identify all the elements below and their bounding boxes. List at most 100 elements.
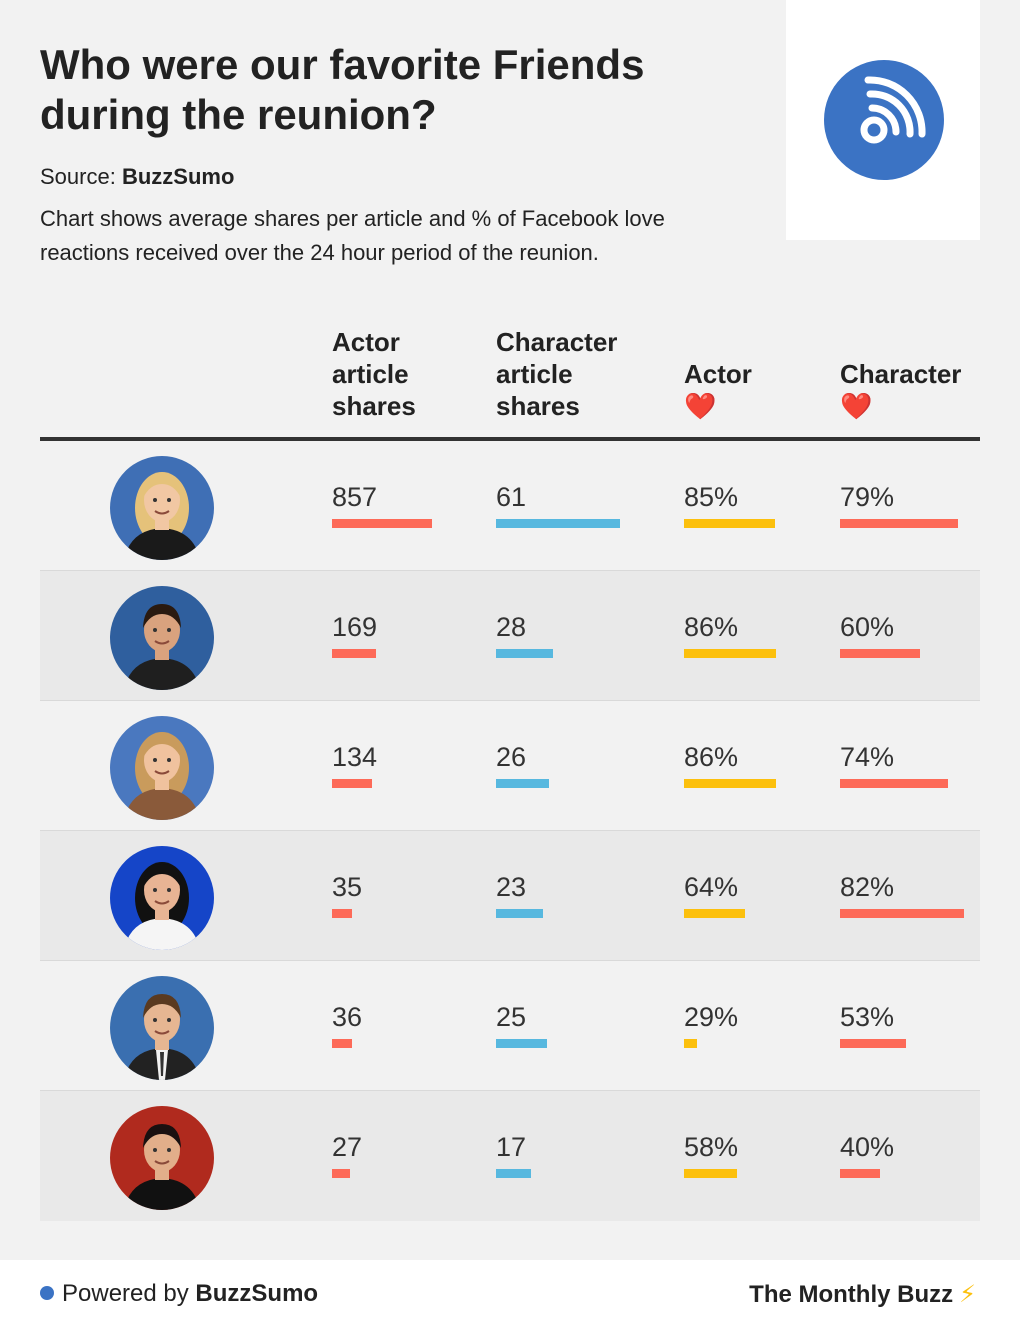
chart-description: Chart shows average shares per article a… <box>40 206 665 265</box>
cell-character-love: 79% <box>840 481 958 528</box>
value-bar <box>684 1039 697 1048</box>
header-character-article-shares: Character article shares <box>496 327 618 421</box>
powered-by: Powered by BuzzSumo <box>40 1280 318 1308</box>
value-label: 86% <box>684 612 739 642</box>
value-bar <box>496 519 620 528</box>
avatar <box>110 976 214 1080</box>
value-label: 857 <box>332 482 378 512</box>
cell-character-love: 53% <box>840 1001 906 1048</box>
value-label: 82% <box>840 872 895 902</box>
value-bar <box>496 649 553 658</box>
value-label: 27 <box>332 1132 363 1162</box>
avatar <box>110 456 214 560</box>
cell-actor-love: 64% <box>684 871 746 918</box>
value-bar <box>684 909 746 918</box>
buzzsumo-logo-icon <box>824 60 944 180</box>
page-title: Who were our favorite Friends during the… <box>40 41 645 138</box>
value-label: 53% <box>840 1002 895 1032</box>
value-label: 26 <box>496 742 527 772</box>
table-row: 36 25 29% 53% <box>40 961 980 1091</box>
value-bar <box>332 1169 350 1178</box>
avatar <box>110 846 214 950</box>
table-row: 35 23 64% 82% <box>40 831 980 961</box>
cell-actor-love: 58% <box>684 1131 738 1178</box>
value-bar <box>840 1039 906 1048</box>
value-bar <box>332 519 432 528</box>
value-bar <box>840 779 948 788</box>
cell-actor-shares: 169 <box>332 611 377 658</box>
value-label: 61 <box>496 482 527 512</box>
newsletter-label: The Monthly Buzz <box>749 1281 954 1308</box>
value-label: 64% <box>684 872 739 902</box>
header-actor-love: Actor ❤️ <box>684 358 804 422</box>
value-label: 86% <box>684 742 739 772</box>
cell-actor-shares: 35 <box>332 871 362 918</box>
cell-actor-shares: 134 <box>332 741 377 788</box>
value-bar <box>496 909 543 918</box>
value-bar <box>496 1169 531 1178</box>
value-label: 79% <box>840 482 895 512</box>
value-label: 74% <box>840 742 895 772</box>
table-header: Actor article shares Character article s… <box>40 300 980 438</box>
value-label: 29% <box>684 1002 739 1032</box>
cell-character-shares: 26 <box>496 741 549 788</box>
value-bar <box>332 1039 353 1048</box>
cell-character-shares: 23 <box>496 871 543 918</box>
header-character-love-label: Character <box>840 359 962 389</box>
powered-prefix: Powered by <box>62 1280 189 1307</box>
cell-character-love: 60% <box>840 611 920 658</box>
value-bar <box>684 649 776 658</box>
value-label: 23 <box>496 872 527 902</box>
value-label: 25 <box>496 1002 527 1032</box>
table-row: 857 61 85% 79% <box>40 441 980 571</box>
value-label: 85% <box>684 482 739 512</box>
value-bar <box>332 779 372 788</box>
heart-icon: ❤️ <box>684 391 717 421</box>
value-bar <box>840 1169 880 1178</box>
header-actor-love-label: Actor <box>684 359 752 389</box>
heart-icon: ❤️ <box>840 391 873 421</box>
cell-actor-love: 85% <box>684 481 775 528</box>
cell-actor-shares: 27 <box>332 1131 362 1178</box>
value-label: 35 <box>332 872 363 902</box>
value-bar <box>684 1169 737 1178</box>
cell-actor-shares: 36 <box>332 1001 362 1048</box>
cell-actor-shares: 857 <box>332 481 432 528</box>
cell-actor-love: 86% <box>684 611 776 658</box>
brand-logo-card <box>786 0 980 240</box>
cell-character-shares: 17 <box>496 1131 531 1178</box>
brand-dot-icon <box>40 1286 54 1300</box>
value-bar <box>496 779 549 788</box>
value-bar <box>496 1039 547 1048</box>
table-row: 27 17 58% 40% <box>40 1091 980 1221</box>
value-label: 60% <box>840 612 895 642</box>
value-bar <box>684 519 775 528</box>
value-bar <box>840 909 964 918</box>
cell-character-love: 40% <box>840 1131 894 1178</box>
value-bar <box>840 519 958 528</box>
value-label: 134 <box>332 742 378 772</box>
source-name: BuzzSumo <box>121 164 235 189</box>
cell-character-shares: 28 <box>496 611 553 658</box>
table-row: 134 26 86% 74% <box>40 701 980 831</box>
value-label: 58% <box>684 1132 739 1162</box>
cell-actor-love: 29% <box>684 1001 738 1048</box>
header-actor-article-shares: Actor article shares <box>332 327 416 421</box>
newsletter-name: The Monthly Buzz ⚡ <box>749 1280 976 1309</box>
header-divider <box>40 437 980 441</box>
value-label: 169 <box>332 612 378 642</box>
source-line: Source: BuzzSumo <box>40 164 234 190</box>
footer: Powered by BuzzSumo The Monthly Buzz ⚡ <box>0 1260 1020 1328</box>
lightning-icon: ⚡ <box>959 1281 976 1308</box>
value-bar <box>332 909 353 918</box>
source-label: Source: <box>40 164 116 189</box>
value-label: 17 <box>496 1132 527 1162</box>
value-label: 28 <box>496 612 527 642</box>
cell-character-shares: 61 <box>496 481 620 528</box>
cell-character-shares: 25 <box>496 1001 547 1048</box>
value-bar <box>840 649 920 658</box>
avatar <box>110 1106 214 1210</box>
header-character-love: Character ❤️ <box>840 358 980 422</box>
value-bar <box>684 779 776 788</box>
cell-actor-love: 86% <box>684 741 776 788</box>
